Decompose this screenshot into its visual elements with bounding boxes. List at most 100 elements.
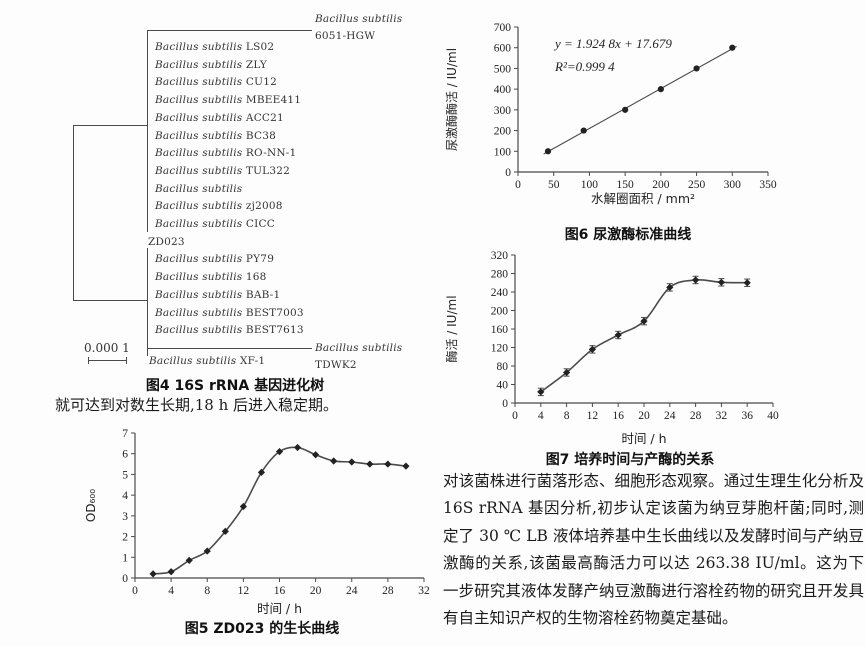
data-point	[330, 457, 338, 465]
strain-name: LS02	[242, 41, 275, 53]
species-name: Bacillus subtilis	[155, 94, 243, 106]
x-tick-label: 300	[724, 179, 742, 191]
x-tick-label: 32	[418, 585, 430, 597]
data-point	[257, 468, 266, 476]
x-tick-label: 4	[168, 585, 174, 597]
data-point	[149, 570, 157, 578]
tree-leaf: Bacillus subtilis	[155, 183, 242, 195]
x-tick-label: 32	[716, 410, 728, 422]
x-tick-label: 0	[132, 585, 138, 597]
strain-name: XF-1	[239, 355, 266, 367]
y-tick-label: 600	[494, 43, 512, 55]
species-name: Bacillus subtilis	[155, 147, 243, 159]
x-tick-label: 28	[690, 410, 702, 422]
species-name: Bacillus subtilis	[155, 200, 243, 212]
x-tick-label: 12	[587, 410, 599, 422]
figure6-caption: 图6 尿激酶标准曲线	[564, 227, 692, 243]
y-tick-label: 6	[122, 449, 128, 461]
tree-leaf: Bacillus subtilis BC38	[155, 130, 276, 142]
y-tick-label: 7	[122, 428, 128, 440]
x-tick-label: 8	[204, 585, 210, 597]
data-point	[640, 317, 648, 325]
tree-spine-line	[147, 30, 148, 232]
species-name: Bacillus subtilis	[149, 355, 237, 367]
data-point	[693, 65, 700, 72]
tree-leaf: Bacillus subtilis BEST7613	[155, 324, 304, 336]
x-tick-label: 50	[548, 179, 560, 191]
strain-name: 6051-HGW	[315, 30, 376, 42]
y-tick-label: 300	[494, 105, 512, 117]
y-tick-label: 160	[491, 324, 509, 336]
x-tick-label: 8	[564, 410, 570, 422]
data-curve	[540, 279, 748, 393]
y-axis-label: OD₆₀₀	[84, 489, 98, 522]
y-tick-label: 5	[122, 469, 128, 481]
tree-leaf: Bacillus subtilis RO-NN-1	[155, 147, 296, 159]
data-point	[717, 278, 725, 286]
species-name: Bacillus subtilis	[155, 271, 243, 283]
species-name: Bacillus subtilis	[155, 324, 243, 336]
x-tick-label: 20	[310, 585, 322, 597]
y-tick-label: 0	[502, 398, 508, 410]
data-point	[743, 279, 751, 287]
species-name: Bacillus subtilis	[155, 183, 243, 195]
data-point	[239, 502, 247, 511]
y-tick-label: 1	[122, 552, 128, 564]
species-name: Bacillus subtilis	[155, 130, 243, 142]
data-point	[580, 127, 587, 134]
x-tick-label: 12	[238, 585, 250, 597]
y-tick-label: 500	[494, 63, 512, 75]
scale-bar	[88, 360, 127, 361]
figure4-caption: 图4 16S rRNA 基因进化树	[145, 378, 325, 394]
strain-name: RO-NN-1	[242, 147, 297, 159]
strain-name: TUL322	[242, 165, 290, 177]
tree-branch-line	[147, 30, 312, 31]
strain-name: BEST7613	[242, 324, 304, 336]
tree-leaf: Bacillus subtilis BEST7003	[155, 307, 304, 319]
y-tick-label: 3	[122, 511, 128, 523]
data-point	[666, 283, 674, 291]
tree-branch-line	[147, 348, 312, 349]
annotation-text: R²=0.999 4	[554, 59, 615, 74]
tree-leaf: Bacillus subtilis ZLY	[155, 59, 267, 71]
figure7-chart: 0 4 8 12 16 20 24 28 32 36 40 0 40 80 120 160 200 240 280 3…	[444, 250, 779, 446]
y-tick-label: 280	[491, 269, 509, 281]
x-tick-label: 16	[274, 585, 286, 597]
x-tick-label: 350	[759, 179, 777, 191]
scale-bar-label: 0.000 1	[84, 341, 130, 355]
y-tick-label: 100	[494, 146, 512, 158]
scale-bar-tick	[126, 357, 127, 364]
x-tick-label: 200	[652, 179, 670, 191]
figure6-chart: 0 50 100 150 200 250 300 350 0 100 200 300 400 500 600…	[444, 22, 777, 206]
y-tick-label: 200	[491, 306, 509, 318]
data-point	[348, 458, 356, 466]
x-axis-label: 时间 / h	[257, 601, 302, 616]
x-tick-label: 16	[612, 410, 624, 422]
tree-leaf-tdwk2: Bacillus subtilis TDWK2	[315, 340, 402, 374]
y-tick-label: 700	[494, 22, 512, 34]
species-name: Bacillus subtilis	[155, 289, 243, 301]
tree-root-line	[73, 125, 147, 126]
strain-name: zj2008	[242, 200, 283, 212]
x-tick-label: 36	[741, 410, 753, 422]
data-point	[167, 568, 175, 576]
tree-spine-line	[147, 248, 148, 356]
tree-leaf: Bacillus subtilis ACC21	[155, 112, 284, 124]
species-name: Bacillus subtilis	[155, 59, 243, 71]
strain-name: BEST7003	[242, 307, 304, 319]
data-point	[622, 106, 629, 113]
data-point	[384, 460, 392, 468]
annotation-text: y = 1.924 8x + 17.679	[553, 36, 672, 51]
x-tick-label: 24	[346, 585, 358, 597]
scale-bar-tick	[88, 357, 89, 364]
x-tick-label: 250	[688, 179, 706, 191]
strain-name: BC38	[242, 130, 277, 142]
tree-leaf-6051-hgw: Bacillus subtilis 6051-HGW	[315, 11, 402, 45]
species-name: Bacillus subtilis	[155, 307, 243, 319]
x-tick-label: 100	[581, 179, 599, 191]
data-point	[293, 443, 302, 452]
data-point	[185, 556, 193, 564]
x-tick-label: 20	[638, 410, 650, 422]
tree-leaf: Bacillus subtilis TUL322	[155, 165, 290, 177]
